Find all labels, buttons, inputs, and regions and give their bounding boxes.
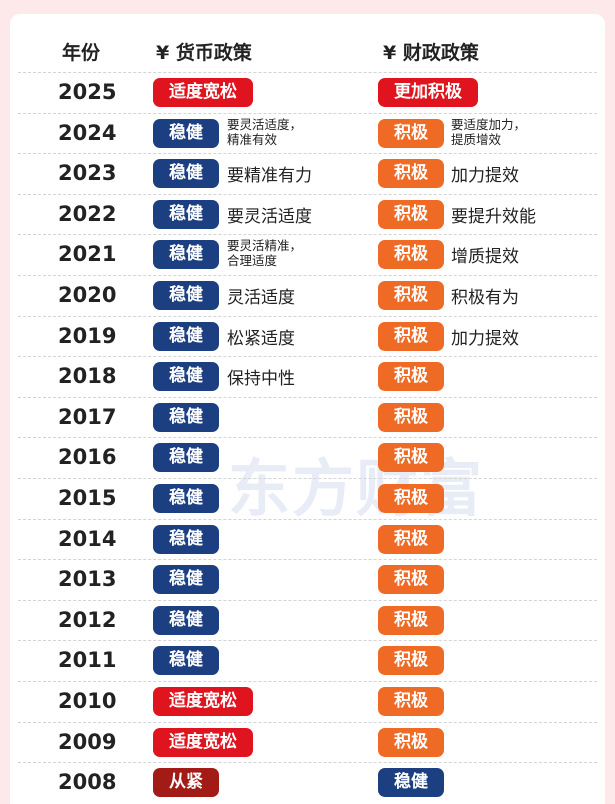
year-label: 2013 <box>58 567 117 592</box>
year-label: 2016 <box>58 445 117 470</box>
fiscal-policy-badge: 稳健 <box>378 768 444 798</box>
monetary-policy-note: 保持中性 <box>227 369 295 390</box>
table-row: 2014 稳健 积极 <box>0 518 615 560</box>
monetary-policy-badge: 稳健 <box>153 321 219 351</box>
monetary-policy-badge: 稳健 <box>153 240 219 270</box>
fiscal-policy-badge: 积极 <box>378 605 444 635</box>
fiscal-policy-badge: 积极 <box>378 483 444 513</box>
fiscal-policy-badge: 积极 <box>378 524 444 554</box>
monetary-policy-badge: 稳健 <box>153 280 219 310</box>
fiscal-policy-badge: 更加积极 <box>378 78 478 107</box>
year-label: 2020 <box>58 282 117 307</box>
year-label: 2011 <box>58 648 117 673</box>
table-row: 2021 稳健 要灵活精准， 合理适度 积极 增质提效 <box>0 234 615 275</box>
year-label: 2010 <box>58 688 117 713</box>
monetary-policy-note: 松紧适度 <box>227 328 295 349</box>
fiscal-policy-badge: 积极 <box>378 402 444 432</box>
table-row: 2008 从紧 稳健 <box>0 762 615 803</box>
table-row: 2012 稳健 积极 <box>0 599 615 641</box>
header-fiscal-policy: ¥ 财政政策 <box>383 42 479 64</box>
fiscal-policy-badge: 积极 <box>378 159 444 189</box>
table-card <box>10 14 605 804</box>
header-year: 年份 <box>62 42 101 64</box>
year-label: 2017 <box>58 404 117 429</box>
monetary-policy-note: 要灵活适度 <box>227 206 312 227</box>
table-header: 年份 ¥ 货币政策 ¥ 财政政策 <box>10 30 605 70</box>
monetary-policy-note: 要灵活精准， 合理适度 <box>227 238 303 269</box>
monetary-policy-note: 要灵活适度， 精准有效 <box>227 116 303 147</box>
table-row: 2010 适度宽松 积极 <box>0 680 615 722</box>
fiscal-policy-note: 增质提效 <box>451 247 519 268</box>
monetary-policy-badge: 稳健 <box>153 483 219 513</box>
monetary-policy-badge: 稳健 <box>153 565 219 595</box>
header-monetary-policy: ¥ 货币政策 <box>156 42 252 64</box>
fiscal-policy-badge: 积极 <box>378 321 444 351</box>
monetary-policy-badge: 适度宽松 <box>153 686 253 716</box>
monetary-policy-badge: 稳健 <box>153 402 219 432</box>
table-row: 2025 适度宽松 更加积极 <box>0 72 615 113</box>
monetary-policy-badge: 适度宽松 <box>153 727 253 757</box>
table-row: 2009 适度宽松 积极 <box>0 721 615 763</box>
fiscal-policy-badge: 积极 <box>378 646 444 676</box>
monetary-policy-badge: 稳健 <box>153 646 219 676</box>
fiscal-policy-note: 要提升效能 <box>451 206 536 227</box>
fiscal-policy-badge: 积极 <box>378 565 444 595</box>
fiscal-policy-badge: 积极 <box>378 362 444 392</box>
table-row: 2019 稳健 松紧适度 积极 加力提效 <box>0 315 615 357</box>
policy-table: 2025 适度宽松 更加积极 2024 稳健 要灵活适度， 精准有效 积极 要适度加力， 提质… <box>0 72 615 803</box>
fiscal-policy-badge: 积极 <box>378 118 444 148</box>
monetary-policy-badge: 适度宽松 <box>153 78 253 107</box>
table-row: 2017 稳健 积极 <box>0 396 615 438</box>
year-label: 2025 <box>58 80 117 104</box>
monetary-policy-badge: 稳健 <box>153 524 219 554</box>
table-row: 2023 稳健 要精准有力 积极 加力提效 <box>0 153 615 194</box>
year-label: 2018 <box>58 364 117 389</box>
fiscal-policy-badge: 积极 <box>378 280 444 310</box>
monetary-policy-badge: 稳健 <box>153 159 219 189</box>
fiscal-policy-note: 要适度加力， 提质增效 <box>451 116 527 147</box>
table-row: 2020 稳健 灵活适度 积极 积极有为 <box>0 274 615 316</box>
fiscal-policy-note: 加力提效 <box>451 328 519 349</box>
monetary-policy-badge: 稳健 <box>153 362 219 392</box>
monetary-policy-badge: 稳健 <box>153 199 219 229</box>
year-label: 2024 <box>58 120 117 145</box>
table-row: 2022 稳健 要灵活适度 积极 要提升效能 <box>0 193 615 235</box>
fiscal-policy-note: 积极有为 <box>451 287 519 308</box>
table-row: 2011 稳健 积极 <box>0 640 615 681</box>
year-label: 2008 <box>58 770 117 795</box>
fiscal-policy-badge: 积极 <box>378 240 444 270</box>
year-label: 2012 <box>58 607 117 632</box>
monetary-policy-badge: 稳健 <box>153 118 219 148</box>
monetary-policy-badge: 稳健 <box>153 443 219 473</box>
monetary-policy-note: 灵活适度 <box>227 287 295 308</box>
table-row: 2013 稳健 积极 <box>0 559 615 600</box>
year-label: 2022 <box>58 201 117 226</box>
table-row: 2016 稳健 积极 <box>0 437 615 478</box>
year-label: 2014 <box>58 526 117 551</box>
fiscal-policy-note: 加力提效 <box>451 166 519 187</box>
monetary-policy-badge: 稳健 <box>153 605 219 635</box>
fiscal-policy-badge: 积极 <box>378 199 444 229</box>
year-label: 2009 <box>58 729 117 754</box>
monetary-policy-badge: 从紧 <box>153 768 219 798</box>
year-label: 2021 <box>58 242 117 267</box>
fiscal-policy-badge: 积极 <box>378 686 444 716</box>
fiscal-policy-badge: 积极 <box>378 443 444 473</box>
table-row: 2018 稳健 保持中性 积极 <box>0 356 615 397</box>
year-label: 2023 <box>58 161 117 186</box>
table-row: 2024 稳健 要灵活适度， 精准有效 积极 要适度加力， 提质增效 <box>0 112 615 154</box>
monetary-policy-note: 要精准有力 <box>227 166 312 187</box>
fiscal-policy-badge: 积极 <box>378 727 444 757</box>
table-row: 2015 稳健 积极 <box>0 477 615 519</box>
year-label: 2019 <box>58 323 117 348</box>
year-label: 2015 <box>58 485 117 510</box>
